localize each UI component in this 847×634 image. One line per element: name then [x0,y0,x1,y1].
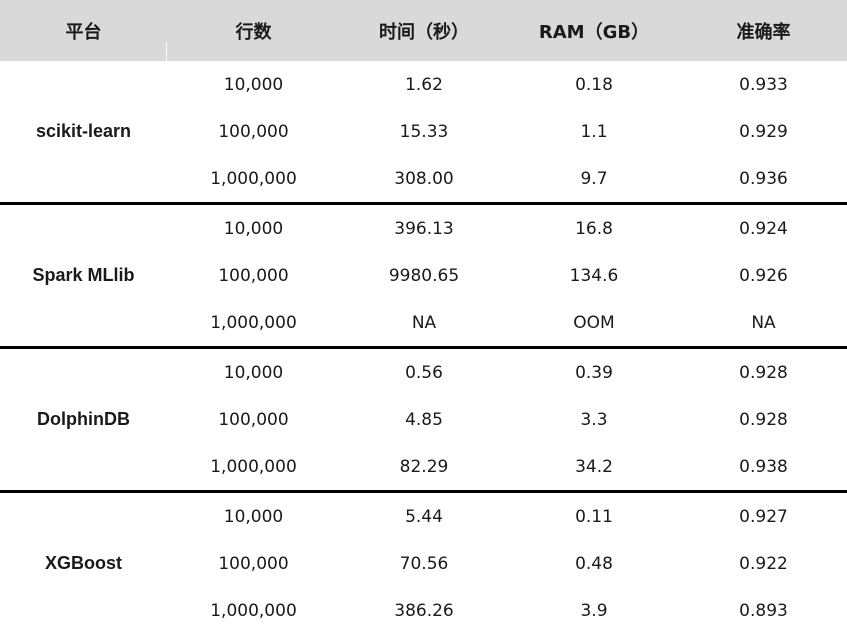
cell-time: 9980.65 [340,252,508,299]
cell-time: 70.56 [340,540,508,587]
header-ram: RAM（GB） [508,0,680,61]
cell-rows: 100,000 [167,396,340,443]
group-dolphindb: DolphinDB 10,000 0.56 0.39 0.928 100,000… [0,348,847,492]
group-xgboost: XGBoost 10,000 5.44 0.11 0.927 100,000 7… [0,492,847,634]
cell-accuracy: 0.924 [680,204,847,253]
cell-ram: 0.48 [508,540,680,587]
cell-accuracy: 0.922 [680,540,847,587]
cell-accuracy: 0.926 [680,252,847,299]
cell-time: 386.26 [340,587,508,634]
table-row: Spark MLlib 10,000 396.13 16.8 0.924 [0,204,847,253]
cell-rows: 100,000 [167,540,340,587]
cell-time: NA [340,299,508,348]
cell-ram: 1.1 [508,108,680,155]
group-spark-mllib: Spark MLlib 10,000 396.13 16.8 0.924 100… [0,204,847,348]
header-time: 时间（秒） [340,0,508,61]
cell-time: 1.62 [340,61,508,108]
platform-name: scikit-learn [0,61,167,204]
header-row: 平台 行数 时间（秒） RAM（GB） 准确率 [0,0,847,61]
platform-name: Spark MLlib [0,204,167,348]
cell-time: 82.29 [340,443,508,492]
cell-rows: 10,000 [167,348,340,397]
cell-accuracy: 0.927 [680,492,847,541]
cell-rows: 1,000,000 [167,587,340,634]
cell-time: 5.44 [340,492,508,541]
cell-accuracy: 0.936 [680,155,847,204]
cell-rows: 100,000 [167,108,340,155]
cell-rows: 10,000 [167,204,340,253]
cell-accuracy: 0.929 [680,108,847,155]
table-row: XGBoost 10,000 5.44 0.11 0.927 [0,492,847,541]
cell-rows: 1,000,000 [167,299,340,348]
cell-ram: 0.18 [508,61,680,108]
cell-time: 0.56 [340,348,508,397]
cell-rows: 10,000 [167,61,340,108]
cell-ram: 0.39 [508,348,680,397]
cell-accuracy: 0.928 [680,348,847,397]
cell-ram: 16.8 [508,204,680,253]
cell-time: 15.33 [340,108,508,155]
header-accuracy: 准确率 [680,0,847,61]
cell-ram: 34.2 [508,443,680,492]
cell-time: 308.00 [340,155,508,204]
table-header: 平台 行数 时间（秒） RAM（GB） 准确率 [0,0,847,61]
cell-ram: 9.7 [508,155,680,204]
cell-accuracy: 0.893 [680,587,847,634]
cell-time: 4.85 [340,396,508,443]
cell-ram: 3.9 [508,587,680,634]
cell-ram: OOM [508,299,680,348]
cell-ram: 3.3 [508,396,680,443]
cell-rows: 1,000,000 [167,155,340,204]
header-rows: 行数 [167,0,340,61]
cell-ram: 0.11 [508,492,680,541]
table-row: DolphinDB 10,000 0.56 0.39 0.928 [0,348,847,397]
cell-time: 396.13 [340,204,508,253]
platform-name: DolphinDB [0,348,167,492]
cell-accuracy: 0.933 [680,61,847,108]
cell-rows: 1,000,000 [167,443,340,492]
group-scikit-learn: scikit-learn 10,000 1.62 0.18 0.933 100,… [0,61,847,204]
cell-accuracy: 0.928 [680,396,847,443]
header-platform: 平台 [0,0,167,61]
cell-rows: 10,000 [167,492,340,541]
cell-accuracy: NA [680,299,847,348]
cell-ram: 134.6 [508,252,680,299]
cell-accuracy: 0.938 [680,443,847,492]
platform-name: XGBoost [0,492,167,634]
table-row: scikit-learn 10,000 1.62 0.18 0.933 [0,61,847,108]
cell-rows: 100,000 [167,252,340,299]
